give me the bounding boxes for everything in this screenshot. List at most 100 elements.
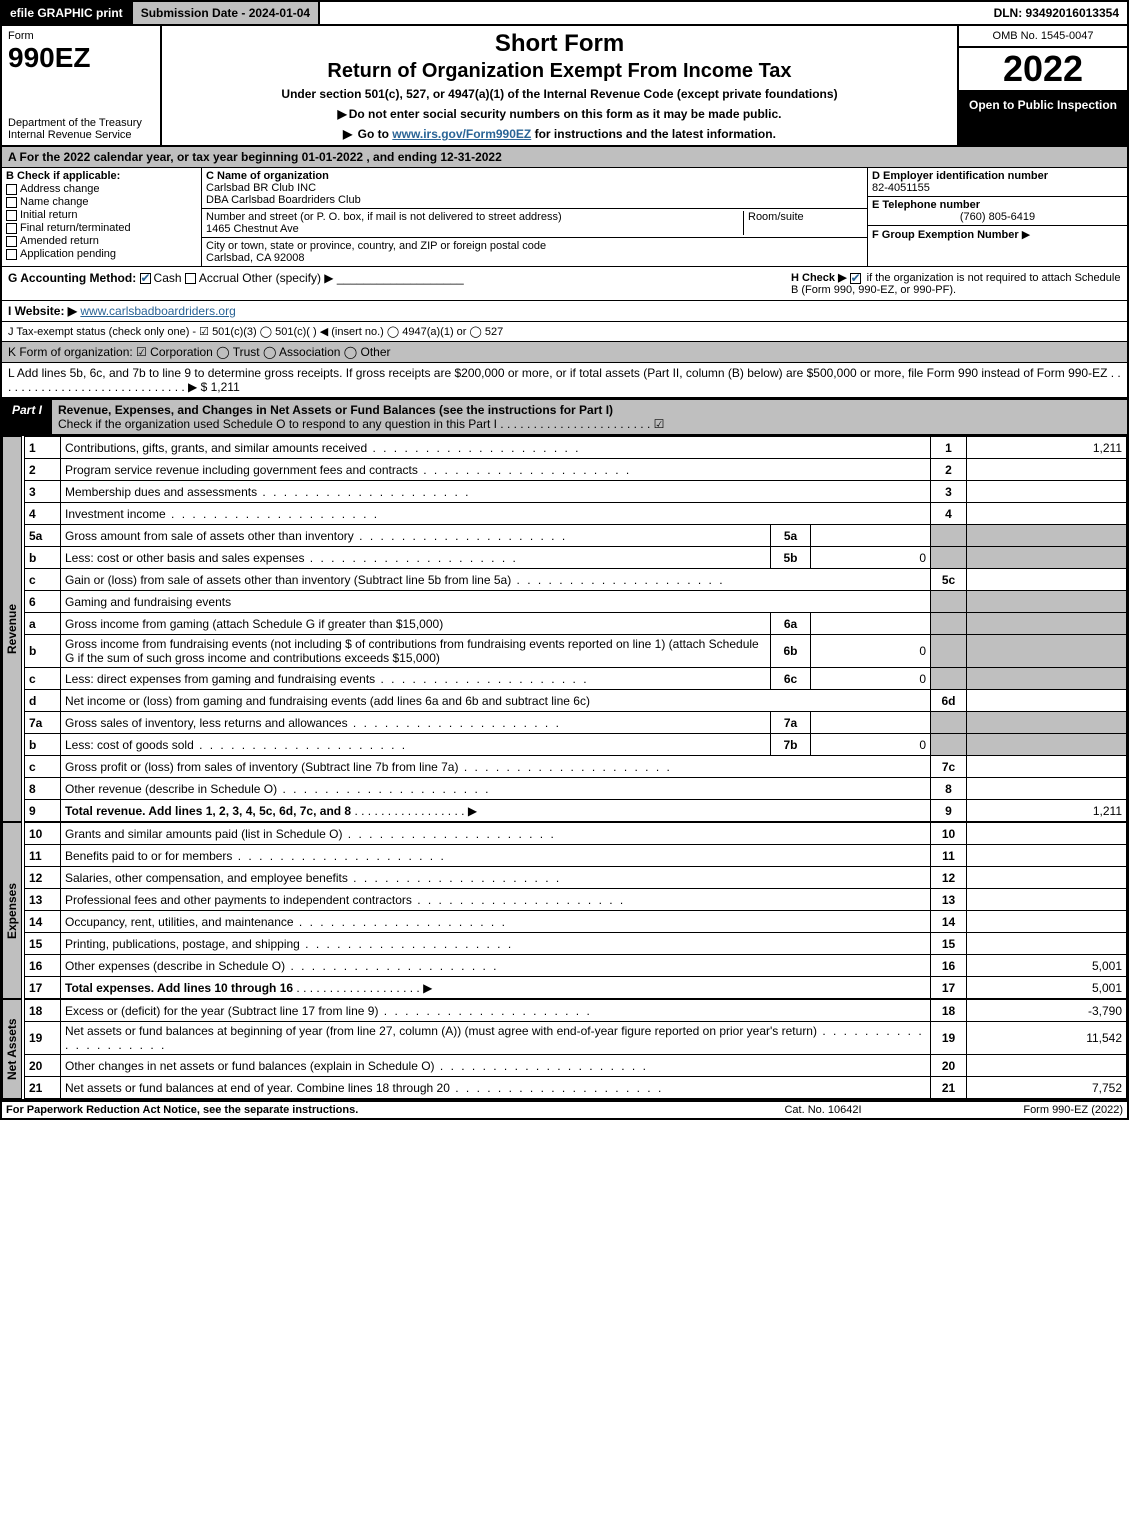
- section-a: A For the 2022 calendar year, or tax yea…: [0, 147, 1129, 168]
- d-label: D Employer identification number: [872, 170, 1048, 182]
- chk-address-change[interactable]: Address change: [6, 183, 197, 195]
- chk-application-pending[interactable]: Application pending: [6, 248, 197, 260]
- i-label: I Website: ▶: [8, 304, 77, 318]
- open-to-public: Open to Public Inspection: [959, 92, 1127, 145]
- line-6: 6Gaming and fundraising events: [25, 591, 1127, 613]
- e-label: E Telephone number: [872, 199, 980, 211]
- line-3: 3Membership dues and assessments3: [25, 481, 1127, 503]
- l-amount: 1,211: [211, 380, 240, 394]
- section-g: G Accounting Method: Cash Accrual Other …: [8, 271, 791, 296]
- chk-cash[interactable]: [140, 273, 151, 284]
- dln: DLN: 93492016013354: [986, 2, 1127, 24]
- tel-block: E Telephone number (760) 805-6419: [868, 197, 1127, 226]
- org-dba: DBA Carlsbad Boardriders Club: [206, 194, 361, 206]
- irs-link[interactable]: www.irs.gov/Form990EZ: [392, 127, 531, 141]
- part1-header: Part I Revenue, Expenses, and Changes in…: [0, 398, 1129, 436]
- arrow-icon: [343, 127, 354, 141]
- chk-initial-return[interactable]: Initial return: [6, 209, 197, 221]
- header-right: OMB No. 1545-0047 2022 Open to Public In…: [957, 26, 1127, 145]
- city-block: City or town, state or province, country…: [202, 238, 867, 266]
- subtitle: Under section 501(c), 527, or 4947(a)(1)…: [170, 87, 949, 101]
- chk-schedule-b[interactable]: [850, 273, 861, 284]
- line-16: 16Other expenses (describe in Schedule O…: [25, 955, 1127, 977]
- footer-left: For Paperwork Reduction Act Notice, see …: [6, 1104, 723, 1116]
- chk-name-change[interactable]: Name change: [6, 196, 197, 208]
- org-name: Carlsbad BR Club INC: [206, 182, 316, 194]
- note-ssn: Do not enter social security numbers on …: [170, 107, 949, 121]
- line-12: 12Salaries, other compensation, and empl…: [25, 867, 1127, 889]
- revenue-section: Revenue 1Contributions, gifts, grants, a…: [0, 436, 1129, 822]
- line-7b: bLess: cost of goods sold7b0: [25, 734, 1127, 756]
- section-i: I Website: ▶ www.carlsbadboardriders.org: [0, 301, 1129, 322]
- line-8: 8Other revenue (describe in Schedule O)8: [25, 778, 1127, 800]
- sections-gh: G Accounting Method: Cash Accrual Other …: [0, 267, 1129, 301]
- line-2: 2Program service revenue including gover…: [25, 459, 1127, 481]
- chk-final-return[interactable]: Final return/terminated: [6, 222, 197, 234]
- l-text: L Add lines 5b, 6c, and 7b to line 9 to …: [8, 366, 1121, 394]
- section-j: J Tax-exempt status (check only one) - ☑…: [0, 322, 1129, 342]
- part1-tag: Part I: [2, 400, 52, 434]
- ein-value: 82-4051155: [872, 182, 930, 194]
- line-1: 1Contributions, gifts, grants, and simil…: [25, 437, 1127, 459]
- header-left: Form 990EZ Department of the Treasury In…: [2, 26, 162, 145]
- org-name-block: C Name of organization Carlsbad BR Club …: [202, 168, 867, 209]
- part1-title: Revenue, Expenses, and Changes in Net As…: [52, 400, 1127, 434]
- line-7a: 7aGross sales of inventory, less returns…: [25, 712, 1127, 734]
- website-link[interactable]: www.carlsbadboardriders.org: [80, 304, 235, 318]
- footer-right: Form 990-EZ (2022): [923, 1104, 1123, 1116]
- section-c: C Name of organization Carlsbad BR Club …: [202, 168, 867, 266]
- line-5b: bLess: cost or other basis and sales exp…: [25, 547, 1127, 569]
- section-def: D Employer identification number 82-4051…: [867, 168, 1127, 266]
- chk-accrual[interactable]: [185, 273, 196, 284]
- f-label: F Group Exemption Number: [872, 229, 1019, 241]
- form-label: Form: [8, 30, 154, 42]
- city-value: Carlsbad, CA 92008: [206, 252, 304, 264]
- tax-year: 2022: [959, 48, 1127, 92]
- omb-number: OMB No. 1545-0047: [959, 26, 1127, 48]
- line-19: 19Net assets or fund balances at beginni…: [25, 1022, 1127, 1055]
- note-goto: Go to www.irs.gov/Form990EZ for instruct…: [170, 127, 949, 141]
- line-7c: cGross profit or (loss) from sales of in…: [25, 756, 1127, 778]
- goto-pre: Go to: [358, 127, 393, 141]
- form-number: 990EZ: [8, 42, 154, 74]
- section-h: H Check ▶ if the organization is not req…: [791, 271, 1121, 296]
- line-11: 11Benefits paid to or for members11: [25, 845, 1127, 867]
- goto-post: for instructions and the latest informat…: [535, 127, 776, 141]
- ein-block: D Employer identification number 82-4051…: [868, 168, 1127, 197]
- vlabel-revenue: Revenue: [2, 436, 22, 822]
- line-5c: cGain or (loss) from sale of assets othe…: [25, 569, 1127, 591]
- street-value: 1465 Chestnut Ave: [206, 223, 299, 235]
- vlabel-expenses: Expenses: [2, 822, 22, 999]
- line-6b: bGross income from fundraising events (n…: [25, 635, 1127, 668]
- topbar: efile GRAPHIC print Submission Date - 20…: [0, 0, 1129, 26]
- footer-mid: Cat. No. 10642I: [723, 1104, 923, 1116]
- department: Department of the Treasury Internal Reve…: [8, 117, 154, 141]
- line-9: 9Total revenue. Add lines 1, 2, 3, 4, 5c…: [25, 800, 1127, 822]
- line-21: 21Net assets or fund balances at end of …: [25, 1077, 1127, 1099]
- section-b: B Check if applicable: Address change Na…: [2, 168, 202, 266]
- vlabel-netassets: Net Assets: [2, 999, 22, 1099]
- efile-print-button[interactable]: efile GRAPHIC print: [2, 2, 133, 24]
- revenue-table: 1Contributions, gifts, grants, and simil…: [24, 436, 1127, 822]
- line-20: 20Other changes in net assets or fund ba…: [25, 1055, 1127, 1077]
- line-17: 17Total expenses. Add lines 10 through 1…: [25, 977, 1127, 999]
- expenses-table: 10Grants and similar amounts paid (list …: [24, 822, 1127, 999]
- section-k: K Form of organization: ☑ Corporation ◯ …: [0, 342, 1129, 363]
- h-label: H Check ▶: [791, 272, 847, 284]
- line-6c: cLess: direct expenses from gaming and f…: [25, 668, 1127, 690]
- submission-date: Submission Date - 2024-01-04: [133, 2, 320, 24]
- expenses-section: Expenses 10Grants and similar amounts pa…: [0, 822, 1129, 999]
- line-18: 18Excess or (deficit) for the year (Subt…: [25, 1000, 1127, 1022]
- title-short-form: Short Form: [170, 30, 949, 58]
- line-4: 4Investment income4: [25, 503, 1127, 525]
- part1-check: Check if the organization used Schedule …: [58, 417, 664, 431]
- header-mid: Short Form Return of Organization Exempt…: [162, 26, 957, 145]
- g-other: Other (specify) ▶: [242, 271, 333, 285]
- line-14: 14Occupancy, rent, utilities, and mainte…: [25, 911, 1127, 933]
- chk-amended-return[interactable]: Amended return: [6, 235, 197, 247]
- section-l: L Add lines 5b, 6c, and 7b to line 9 to …: [0, 363, 1129, 398]
- line-5a: 5aGross amount from sale of assets other…: [25, 525, 1127, 547]
- title-return: Return of Organization Exempt From Incom…: [170, 60, 949, 83]
- street-block: Number and street (or P. O. box, if mail…: [202, 209, 867, 238]
- page-footer: For Paperwork Reduction Act Notice, see …: [0, 1101, 1129, 1120]
